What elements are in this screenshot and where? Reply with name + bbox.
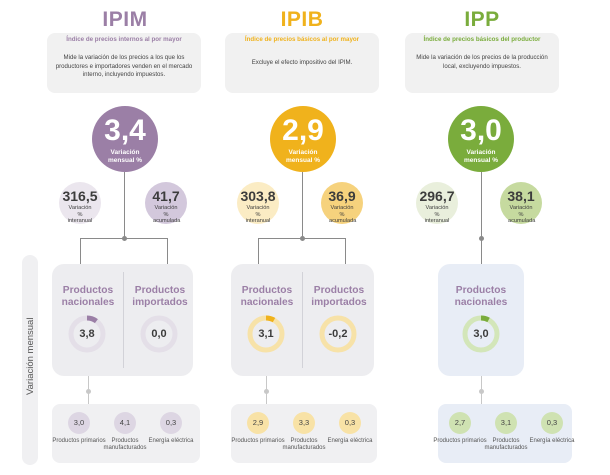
ipib-connector-left xyxy=(258,238,259,264)
ipp-interanual-label: Variación % interanual xyxy=(424,205,450,224)
ipib-panel-divider xyxy=(302,272,303,368)
ipp-energia-circle: 0,3 xyxy=(541,412,563,434)
ipim-monthly-label: Variación mensual % xyxy=(108,149,142,164)
ipp-bottom-dot xyxy=(479,389,484,394)
ipib-title: IPIB xyxy=(280,8,324,31)
ipp-nacionales-value: 3,0 xyxy=(473,328,489,340)
ipim-manufacturados-circle: 4,1 xyxy=(114,412,136,434)
ipim-subtitle: Índice de precios internos al por mayor xyxy=(66,36,182,43)
ipp-nacionales-ring-icon xyxy=(462,315,500,353)
ipib-importados-label: Productos importados xyxy=(311,285,367,308)
ipib-interanual-value: 303,8 xyxy=(240,188,276,204)
ipp-interanual-circle: 296,7 Variación % interanual xyxy=(416,182,458,224)
ipim-interanual-label: Variación % interanual xyxy=(67,205,93,224)
ipib-interanual-label: Variación % interanual xyxy=(245,205,271,224)
ipib-manufacturados-circle: 3,3 xyxy=(293,412,315,434)
ipim-nacionales-ring-icon xyxy=(68,315,106,353)
ipp-manufacturados-label: Productos manufacturados xyxy=(484,438,528,451)
ipib-primarios-circle: 2,9 xyxy=(247,412,269,434)
ipib-nacionales-label: Productos nacionales xyxy=(240,285,294,308)
ipim-acumulada-label: Variación % acumulada xyxy=(153,205,181,224)
ipp-description-box: Índice de precios básicos del productor … xyxy=(405,33,559,93)
ipib-monthly-circle: 2,9 Variación mensual % xyxy=(270,106,336,172)
ipim-importados-label: Productos importados xyxy=(132,285,188,308)
ipib-monthly-value: 2,9 xyxy=(282,114,324,147)
ipim-description: Mide la variación de los precios a los q… xyxy=(55,54,193,79)
ipib-connector-right xyxy=(345,238,346,264)
ipim-monthly-circle: 3,4 Variación mensual % xyxy=(92,106,158,172)
ipp-manufacturados-circle: 3,1 xyxy=(495,412,517,434)
ipp-connector xyxy=(481,172,482,264)
ipp-monthly-label: Variación mensual % xyxy=(464,149,498,164)
ipib-acumulada-value: 36,9 xyxy=(328,188,356,204)
ipp-monthly-circle: 3,0 Variación mensual % xyxy=(448,106,514,172)
ipib-manufacturados-label: Productos manufacturados xyxy=(282,438,326,451)
ipp-subtitle: Índice de precios básicos del productor xyxy=(423,36,541,43)
ipib-nacionales-ring-icon xyxy=(247,315,285,353)
ipp-nacionales-label: Productos nacionales xyxy=(454,285,508,308)
ipim-acumulada-value: 41,7 xyxy=(152,188,180,204)
ipib-description-box: Índice de precios básicos al por mayor E… xyxy=(225,33,379,93)
ipib-primarios-label: Productos primarios xyxy=(231,438,285,444)
ipp-acumulada-value: 38,1 xyxy=(507,188,535,204)
ipp-title: IPP xyxy=(464,8,500,31)
ipib-importados-ring-icon xyxy=(319,315,357,353)
ipib-bottom-dot xyxy=(264,389,269,394)
ipib-monthly-label: Variación mensual % xyxy=(286,149,320,164)
ipim-connector xyxy=(124,172,125,238)
ipim-manufacturados-label: Productos manufacturados xyxy=(103,438,147,451)
ipib-connector-dot xyxy=(300,236,305,241)
ipp-monthly-value: 3,0 xyxy=(460,114,502,147)
side-label-bar xyxy=(22,255,38,465)
ipim-primarios-circle: 3,0 xyxy=(68,412,90,434)
ipim-nacionales-label: Productos nacionales xyxy=(61,285,115,308)
ipim-connector-right xyxy=(167,238,168,264)
ipp-primarios-label: Productos primarios xyxy=(433,438,487,444)
ipib-description: Excluye el efecto impositivo del IPIM. xyxy=(251,59,353,66)
ipib-nacionales-ring: 3,1 xyxy=(246,314,286,354)
ipim-bottom-dot xyxy=(86,389,91,394)
ipp-connector-dot xyxy=(479,236,484,241)
ipim-description-box: Índice de precios internos al por mayor … xyxy=(47,33,201,93)
ipim-title: IPIM xyxy=(102,8,148,31)
ipp-acumulada-label: Variación % acumulada xyxy=(508,205,536,224)
ipim-acumulada-circle: 41,7 Variación % acumulada xyxy=(145,182,187,224)
ipp-primarios-circle: 2,7 xyxy=(449,412,471,434)
ipim-energia-circle: 0,3 xyxy=(160,412,182,434)
ipim-connector-dot xyxy=(122,236,127,241)
side-label: Variación mensual xyxy=(25,317,36,395)
ipib-acumulada-label: Variación % acumulada xyxy=(329,205,357,224)
ipim-energia-label: Energía eléctrica xyxy=(148,438,194,444)
ipp-description: Mide la variación de los precios de la p… xyxy=(416,54,548,70)
ipim-nacionales-ring: 3,8 xyxy=(67,314,107,354)
ipib-subtitle: Índice de precios básicos al por mayor xyxy=(244,36,360,43)
ipim-importados-ring-icon xyxy=(140,315,178,353)
ipim-panel-divider xyxy=(123,272,124,368)
ipim-monthly-value: 3,4 xyxy=(104,114,146,147)
ipib-energia-circle: 0,3 xyxy=(339,412,361,434)
ipim-nacionales-value: 3,8 xyxy=(79,328,95,340)
ipim-connector-left xyxy=(80,238,81,264)
ipp-energia-label: Energía eléctrica xyxy=(529,438,575,444)
ipib-nacionales-value: 3,1 xyxy=(258,328,274,340)
ipib-interanual-circle: 303,8 Variación % interanual xyxy=(237,182,279,224)
ipp-nacionales-ring: 3,0 xyxy=(461,314,501,354)
ipim-importados-ring: 0,0 xyxy=(139,314,179,354)
ipim-importados-value: 0,0 xyxy=(151,328,167,340)
ipp-interanual-value: 296,7 xyxy=(419,188,455,204)
ipib-connector xyxy=(302,172,303,238)
ipib-energia-label: Energía eléctrica xyxy=(327,438,373,444)
ipib-acumulada-circle: 36,9 Variación % acumulada xyxy=(321,182,363,224)
ipim-primarios-label: Productos primarios xyxy=(52,438,106,444)
ipim-interanual-value: 316,5 xyxy=(62,188,98,204)
ipib-importados-ring: -0,2 xyxy=(318,314,358,354)
ipim-interanual-circle: 316,5 Variación % interanual xyxy=(59,182,101,224)
ipp-acumulada-circle: 38,1 Variación % acumulada xyxy=(500,182,542,224)
ipib-importados-value: -0,2 xyxy=(328,328,348,340)
